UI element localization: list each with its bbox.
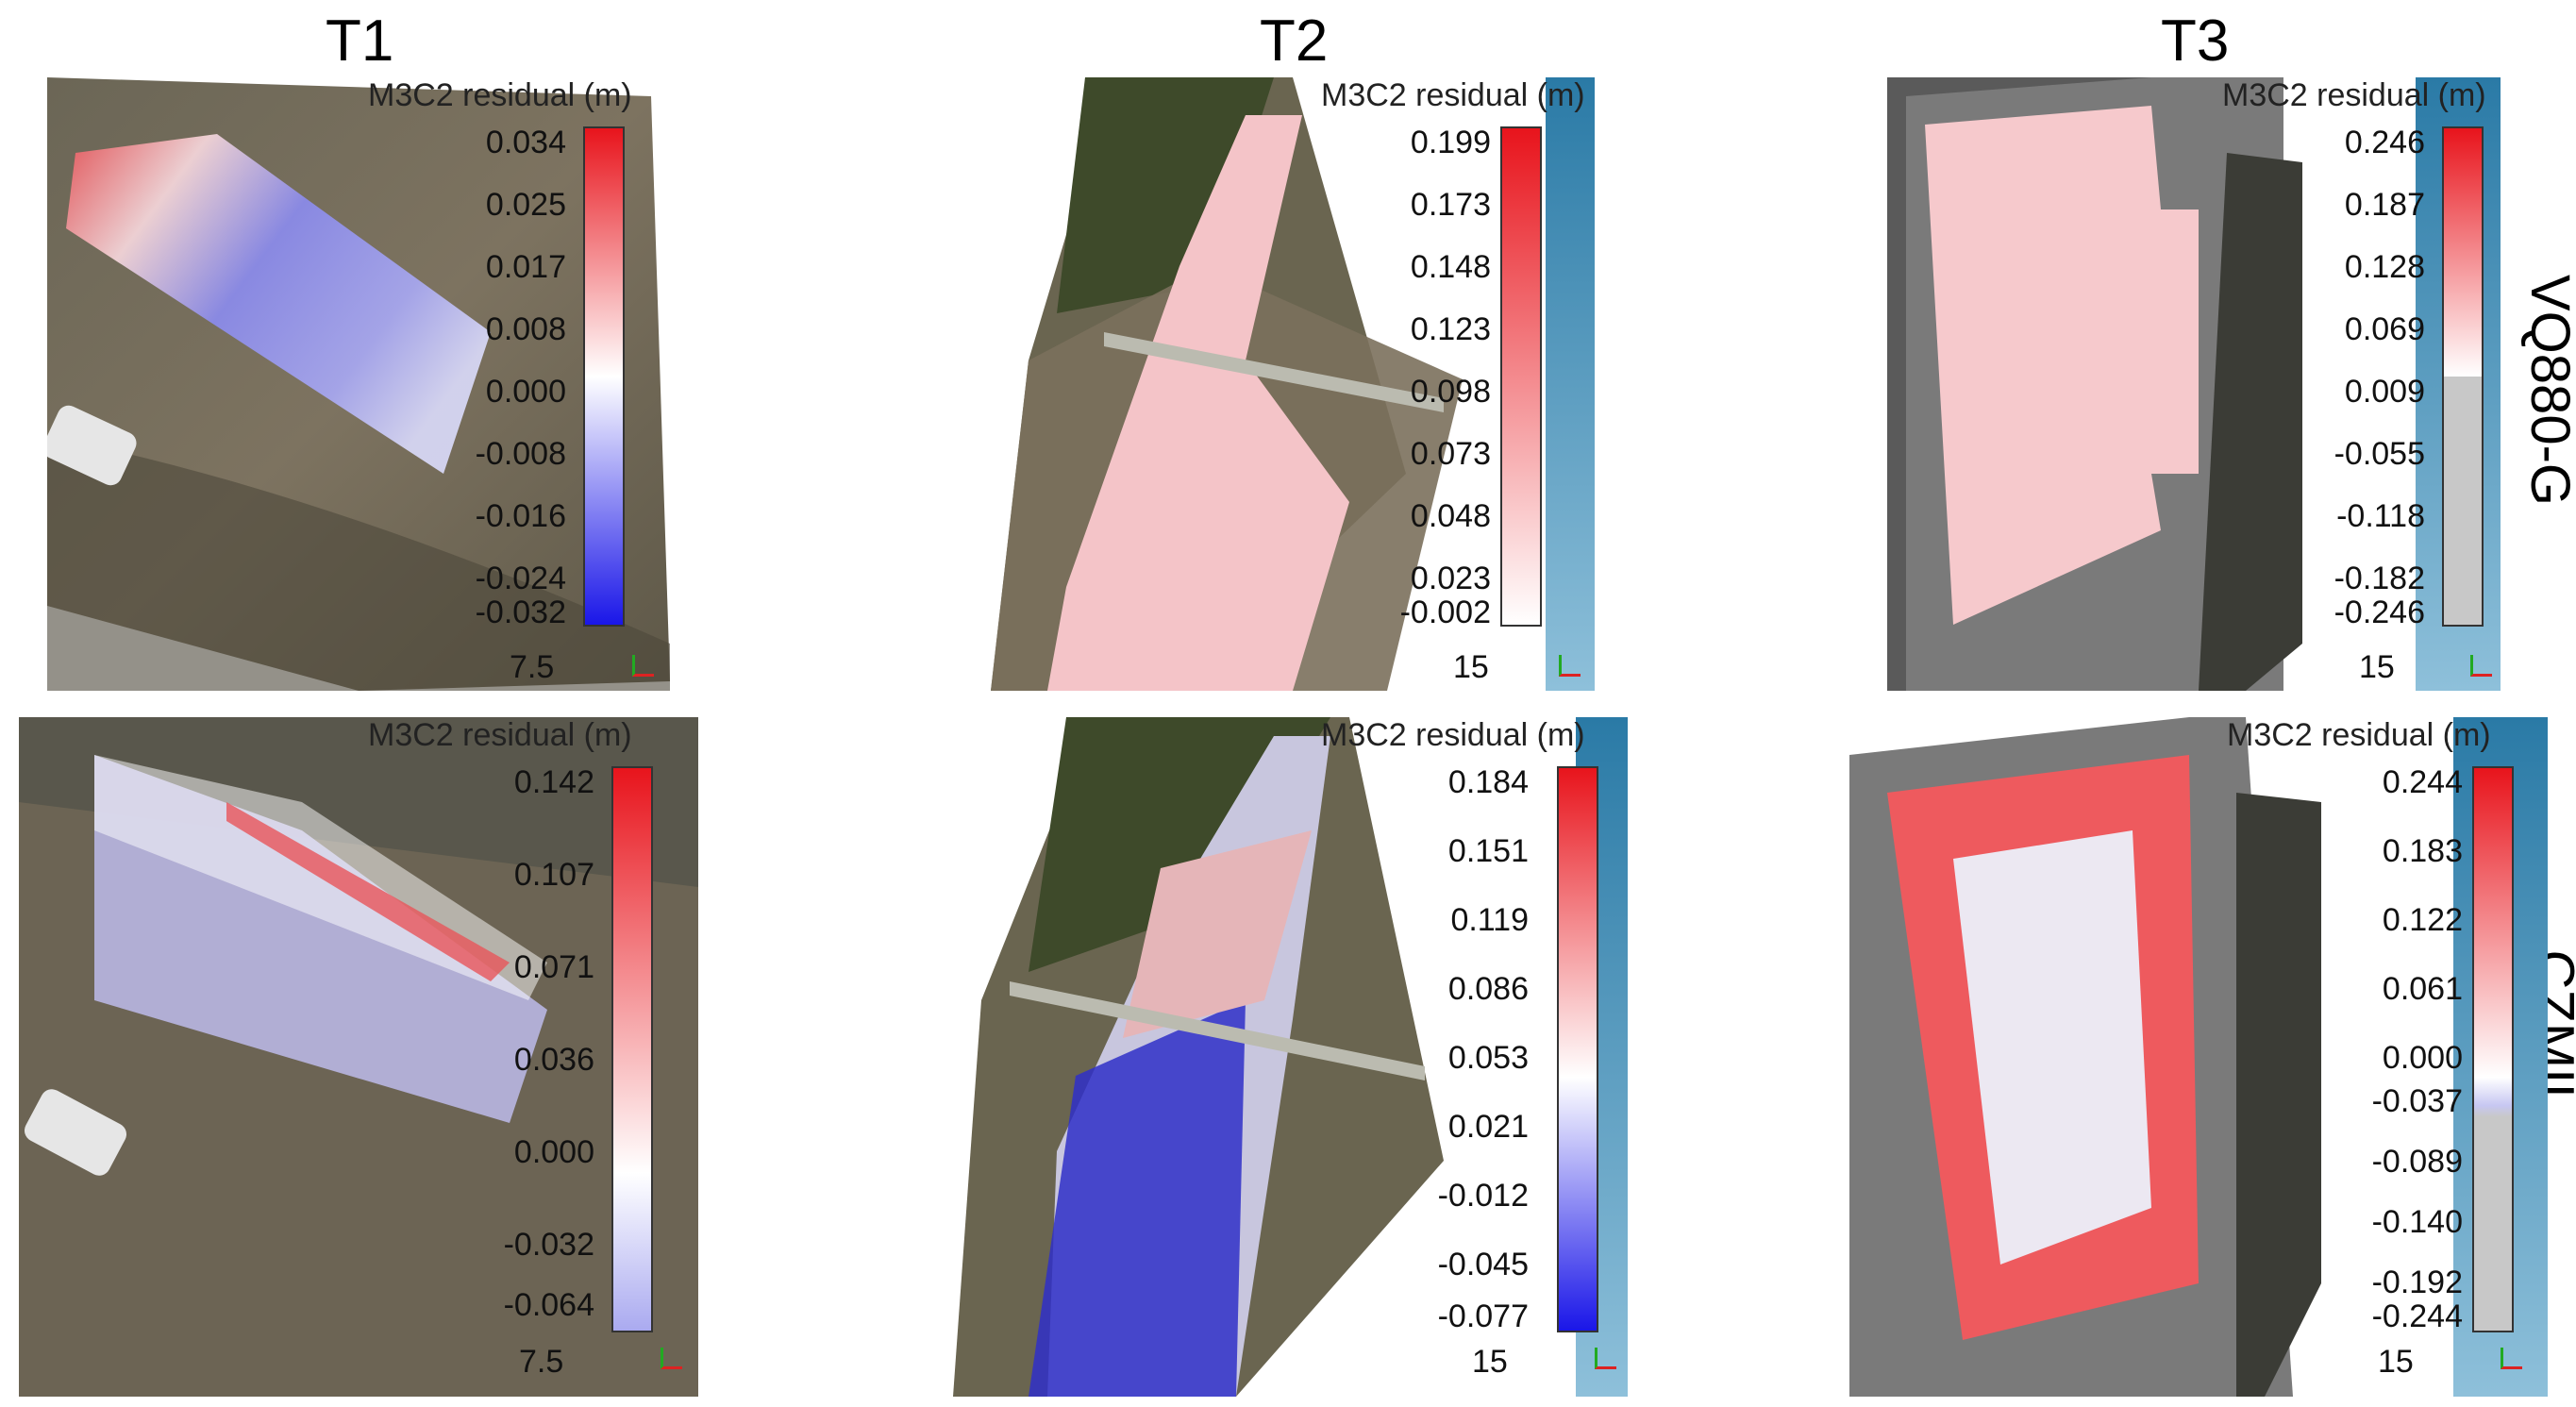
tick-label: -0.032 bbox=[475, 595, 566, 630]
tick-label: 0.061 bbox=[2382, 971, 2463, 1007]
panel-t1-vq880g: M3C2 residual (m) 0.034 0.025 0.017 0.00… bbox=[47, 77, 670, 691]
tick-label: 0.086 bbox=[1447, 971, 1529, 1007]
tick-label: -0.012 bbox=[1437, 1178, 1529, 1214]
row-label-vq880g: VQ880-G bbox=[2519, 275, 2576, 506]
point-cloud-image bbox=[1849, 717, 2321, 1397]
tick-label: -0.008 bbox=[475, 436, 566, 472]
tick-label: 0.123 bbox=[1410, 311, 1491, 347]
tick-label: 0.183 bbox=[2382, 833, 2463, 869]
tick-label: 0.173 bbox=[1410, 187, 1491, 223]
axis-icon bbox=[1595, 1348, 1616, 1369]
tick-label: -0.064 bbox=[503, 1287, 594, 1323]
point-cloud-image bbox=[991, 77, 1463, 691]
tick-label: 0.000 bbox=[513, 1134, 594, 1170]
column-title-t2: T2 bbox=[1260, 8, 1329, 74]
tick-label: 0.021 bbox=[1447, 1109, 1529, 1145]
panel-t2-czmil: M3C2 residual (m) 0.184 0.151 0.119 0.08… bbox=[953, 717, 1632, 1397]
tick-label: 0.128 bbox=[2344, 249, 2425, 285]
tick-label: 0.071 bbox=[513, 949, 594, 985]
colorbar bbox=[2472, 766, 2514, 1332]
legend-title: M3C2 residual (m) bbox=[2227, 717, 2491, 753]
axis-icon bbox=[1559, 655, 1581, 677]
tick-label: 0.073 bbox=[1410, 436, 1491, 472]
tick-label: -0.016 bbox=[475, 498, 566, 534]
tick-label: -0.089 bbox=[2371, 1144, 2463, 1180]
tick-label: 0.008 bbox=[485, 311, 566, 347]
tick-label: -0.077 bbox=[1437, 1298, 1529, 1334]
axis-icon bbox=[2470, 655, 2492, 677]
legend-title: M3C2 residual (m) bbox=[368, 77, 632, 113]
tick-label: -0.182 bbox=[2333, 561, 2425, 596]
tick-label: 0.184 bbox=[1447, 764, 1529, 800]
column-title-t3: T3 bbox=[2161, 8, 2230, 74]
tick-label: 0.048 bbox=[1410, 498, 1491, 534]
colorbar bbox=[1500, 126, 1542, 627]
tick-label: 0.199 bbox=[1410, 125, 1491, 160]
legend-title: M3C2 residual (m) bbox=[2222, 77, 2486, 113]
scale-label: 7.5 bbox=[510, 649, 555, 685]
tick-label: 0.098 bbox=[1410, 374, 1491, 410]
tick-label: -0.140 bbox=[2371, 1204, 2463, 1240]
legend-title: M3C2 residual (m) bbox=[368, 717, 632, 753]
point-cloud-image bbox=[19, 717, 698, 1397]
point-cloud-image bbox=[1887, 77, 2302, 691]
panel-t2-vq880g: M3C2 residual (m) 0.199 0.173 0.148 0.12… bbox=[991, 77, 1595, 691]
tick-label: 0.000 bbox=[2382, 1040, 2463, 1076]
panel-t1-czmil: M3C2 residual (m) 0.142 0.107 0.071 0.03… bbox=[19, 717, 698, 1397]
axis-icon bbox=[632, 655, 654, 677]
colorbar bbox=[1557, 766, 1598, 1332]
tick-label: 0.187 bbox=[2344, 187, 2425, 223]
tick-label: -0.024 bbox=[475, 561, 566, 596]
legend-title: M3C2 residual (m) bbox=[1321, 717, 1585, 753]
axis-icon bbox=[2501, 1348, 2522, 1369]
scale-label: 15 bbox=[2359, 649, 2395, 685]
tick-label: 0.034 bbox=[485, 125, 566, 160]
tick-label: 0.053 bbox=[1447, 1040, 1529, 1076]
point-cloud-image bbox=[953, 717, 1444, 1397]
tick-label: -0.246 bbox=[2333, 595, 2425, 630]
tick-label: -0.118 bbox=[2336, 498, 2425, 534]
tick-label: 0.023 bbox=[1410, 561, 1491, 596]
tick-label: 0.017 bbox=[485, 249, 566, 285]
tick-label: 0.246 bbox=[2344, 125, 2425, 160]
tick-label: -0.192 bbox=[2371, 1265, 2463, 1300]
tick-label: -0.244 bbox=[2371, 1298, 2463, 1334]
column-title-t1: T1 bbox=[326, 8, 394, 74]
tick-label: 0.107 bbox=[513, 857, 594, 893]
scale-label: 15 bbox=[1472, 1344, 1508, 1380]
legend-title: M3C2 residual (m) bbox=[1321, 77, 1585, 113]
tick-label: 0.142 bbox=[513, 764, 594, 800]
tick-label: -0.037 bbox=[2371, 1083, 2463, 1119]
tick-label: 0.244 bbox=[2382, 764, 2463, 800]
colorbar bbox=[611, 766, 653, 1332]
tick-label: -0.032 bbox=[503, 1227, 594, 1263]
tick-label: -0.055 bbox=[2333, 436, 2425, 472]
tick-label: 0.119 bbox=[1450, 902, 1529, 938]
point-cloud-image bbox=[47, 77, 670, 691]
panel-t3-vq880g: M3C2 residual (m) 0.246 0.187 0.128 0.06… bbox=[1887, 77, 2501, 691]
tick-label: 0.009 bbox=[2344, 374, 2425, 410]
tick-label: 0.122 bbox=[2382, 902, 2463, 938]
tick-label: 0.069 bbox=[2344, 311, 2425, 347]
tick-label: -0.002 bbox=[1399, 595, 1491, 630]
scale-label: 15 bbox=[1453, 649, 1489, 685]
colorbar bbox=[583, 126, 625, 627]
tick-label: 0.025 bbox=[485, 187, 566, 223]
scale-label: 15 bbox=[2378, 1344, 2414, 1380]
scale-label: 7.5 bbox=[519, 1344, 564, 1380]
panel-t3-czmil: M3C2 residual (m) 0.244 0.183 0.122 0.06… bbox=[1849, 717, 2548, 1397]
tick-label: 0.148 bbox=[1410, 249, 1491, 285]
tick-label: -0.045 bbox=[1437, 1247, 1529, 1282]
colorbar bbox=[2442, 126, 2484, 627]
tick-label: 0.036 bbox=[513, 1042, 594, 1078]
axis-icon bbox=[661, 1348, 682, 1369]
colorbar-strip bbox=[1546, 77, 1595, 691]
tick-label: 0.151 bbox=[1447, 833, 1529, 869]
tick-label: 0.000 bbox=[485, 374, 566, 410]
